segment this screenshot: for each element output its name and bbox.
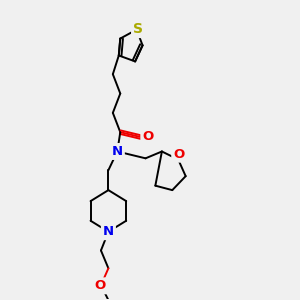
Text: N: N [103,225,114,238]
Text: O: O [173,148,184,161]
Text: N: N [112,145,123,158]
Text: O: O [142,130,154,143]
Text: O: O [95,279,106,292]
Text: S: S [133,22,143,36]
